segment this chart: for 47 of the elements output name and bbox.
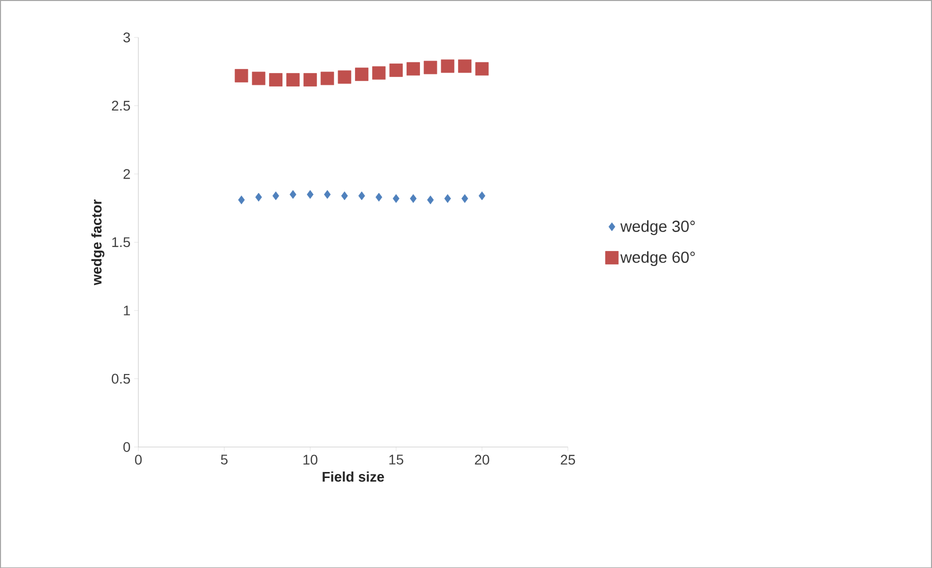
point	[304, 72, 317, 86]
y-tick-label: 1	[124, 306, 130, 316]
point	[372, 66, 386, 80]
point	[320, 72, 334, 85]
x-tick-label: 5	[220, 454, 228, 464]
y-axis-title: wedge factor	[91, 199, 104, 286]
point	[458, 59, 472, 73]
legend-label: wedge 60°	[620, 251, 695, 266]
point	[444, 194, 451, 203]
point	[290, 190, 296, 199]
point	[424, 60, 438, 74]
point	[234, 68, 248, 82]
point	[440, 59, 454, 73]
point	[355, 67, 368, 81]
y-tick-label: 0.5	[112, 374, 130, 384]
point	[478, 191, 486, 200]
point	[269, 72, 282, 86]
point	[252, 72, 266, 85]
legend-label: wedge 30°	[620, 220, 695, 235]
x-tick-label: 25	[560, 454, 576, 464]
point	[272, 191, 280, 200]
y-tick-label: 2.5	[112, 100, 130, 110]
x-tick-label: 0	[135, 454, 142, 464]
point	[255, 192, 262, 202]
point	[338, 70, 352, 84]
point	[376, 192, 382, 202]
point	[389, 63, 403, 77]
y-tick-label: 1.5	[112, 237, 130, 247]
point	[392, 194, 400, 203]
point	[427, 195, 434, 204]
point	[461, 194, 468, 203]
point	[286, 72, 300, 86]
point	[341, 191, 348, 200]
point	[358, 191, 366, 200]
x-tick-label: 15	[389, 454, 404, 464]
point	[324, 190, 331, 199]
x-tick-label: 10	[303, 454, 318, 464]
x-axis-title: Field size	[322, 471, 384, 482]
y-tick-label: 3	[123, 32, 130, 42]
y-tick-label: 2	[124, 168, 130, 179]
point	[406, 62, 420, 76]
point	[475, 62, 489, 76]
x-tick-label: 20	[474, 454, 490, 464]
point	[238, 195, 245, 204]
point	[410, 194, 417, 203]
point	[306, 190, 314, 199]
y-tick-label: 0	[123, 442, 130, 452]
